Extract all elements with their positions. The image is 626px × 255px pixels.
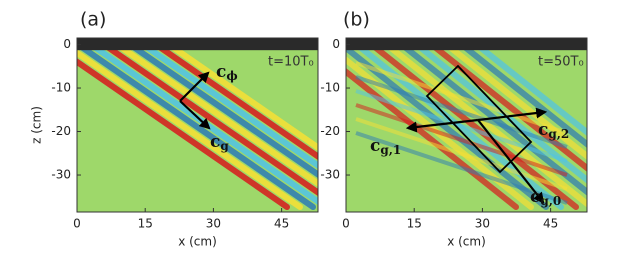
wave-band (77, 58, 290, 210)
vector-base: c (210, 132, 220, 152)
wave-field (77, 38, 318, 212)
vector-label: cg,0 (530, 187, 561, 208)
vector-arrow (477, 119, 545, 204)
vector-base: c (538, 120, 548, 140)
x-axis-label: x (cm) (447, 235, 486, 249)
y-axis-label: z (cm) (30, 106, 44, 144)
wave-band (355, 117, 568, 191)
vector-subscript: g,0 (540, 194, 561, 208)
vector-base: c (530, 187, 540, 207)
wave-band (355, 61, 568, 135)
x-tick-label: 15 (138, 217, 153, 231)
surface-band (346, 38, 587, 51)
wave-band (433, 45, 587, 172)
wave-band (346, 45, 549, 210)
y-tick-label: 0 (332, 37, 340, 51)
vector-subscript: ϕ (226, 69, 237, 83)
wave-field (346, 38, 587, 212)
vector-subscript: g,2 (548, 127, 569, 141)
y-tick-label: -10 (320, 81, 340, 95)
x-tick-label: 30 (206, 217, 221, 231)
vector-arrow (405, 118, 479, 133)
wave-band (119, 45, 318, 188)
plot-frame (76, 37, 319, 213)
y-tick-label: 0 (63, 37, 71, 51)
wave-band (80, 45, 316, 210)
y-tick-label: -30 (51, 168, 71, 182)
vector-label: cg (210, 132, 229, 153)
vector-arrow (179, 100, 211, 130)
wave-band (355, 103, 568, 177)
axes: 0 15 30 45 0 -10 -20 -30 x (cm) z (cm) 0 15 30 45 0 -10… (30, 37, 588, 249)
time-annotation: t=10T₀ (268, 55, 314, 70)
panel-label: (a) (80, 9, 106, 31)
x-tick-label: 0 (73, 217, 81, 231)
panel-label: (b) (343, 9, 370, 31)
vector-label: cg,2 (538, 120, 569, 141)
vector-base: c (370, 136, 380, 156)
y-tick-label: -10 (51, 81, 71, 95)
plot-frame (345, 37, 588, 213)
time-annotation: t=50T₀ (538, 55, 584, 70)
wave-band (418, 45, 587, 184)
x-tick-label: 0 (342, 217, 350, 231)
wave-band (355, 131, 568, 205)
vector-label: cϕ (216, 62, 238, 83)
wave-band (171, 45, 318, 152)
wave-band (77, 49, 303, 210)
surface-band (77, 38, 318, 51)
wave-band (145, 45, 318, 170)
vector-base: c (216, 62, 226, 82)
vector-label: cg,1 (370, 136, 401, 157)
wave-band (106, 45, 318, 197)
y-tick-label: -30 (320, 168, 340, 182)
wave-band (132, 45, 318, 179)
x-tick-label: 45 (274, 217, 289, 231)
x-tick-label: 30 (475, 217, 490, 231)
wave-band (388, 45, 587, 208)
vector-subscript: g (220, 139, 229, 153)
x-tick-label: 15 (407, 217, 422, 231)
wave-band (93, 45, 318, 206)
wave-band (463, 45, 587, 149)
wave-band (355, 89, 568, 163)
y-tick-label: -20 (320, 124, 340, 138)
region-box (425, 64, 533, 174)
x-tick-label: 45 (543, 217, 558, 231)
vector-subscript: g,1 (380, 143, 401, 157)
vector-arrow (477, 107, 548, 122)
vector-arrow (179, 71, 210, 102)
wave-band (478, 45, 587, 137)
wave-band (355, 75, 568, 149)
x-axis-label: x (cm) (178, 235, 217, 249)
y-tick-label: -20 (51, 124, 71, 138)
